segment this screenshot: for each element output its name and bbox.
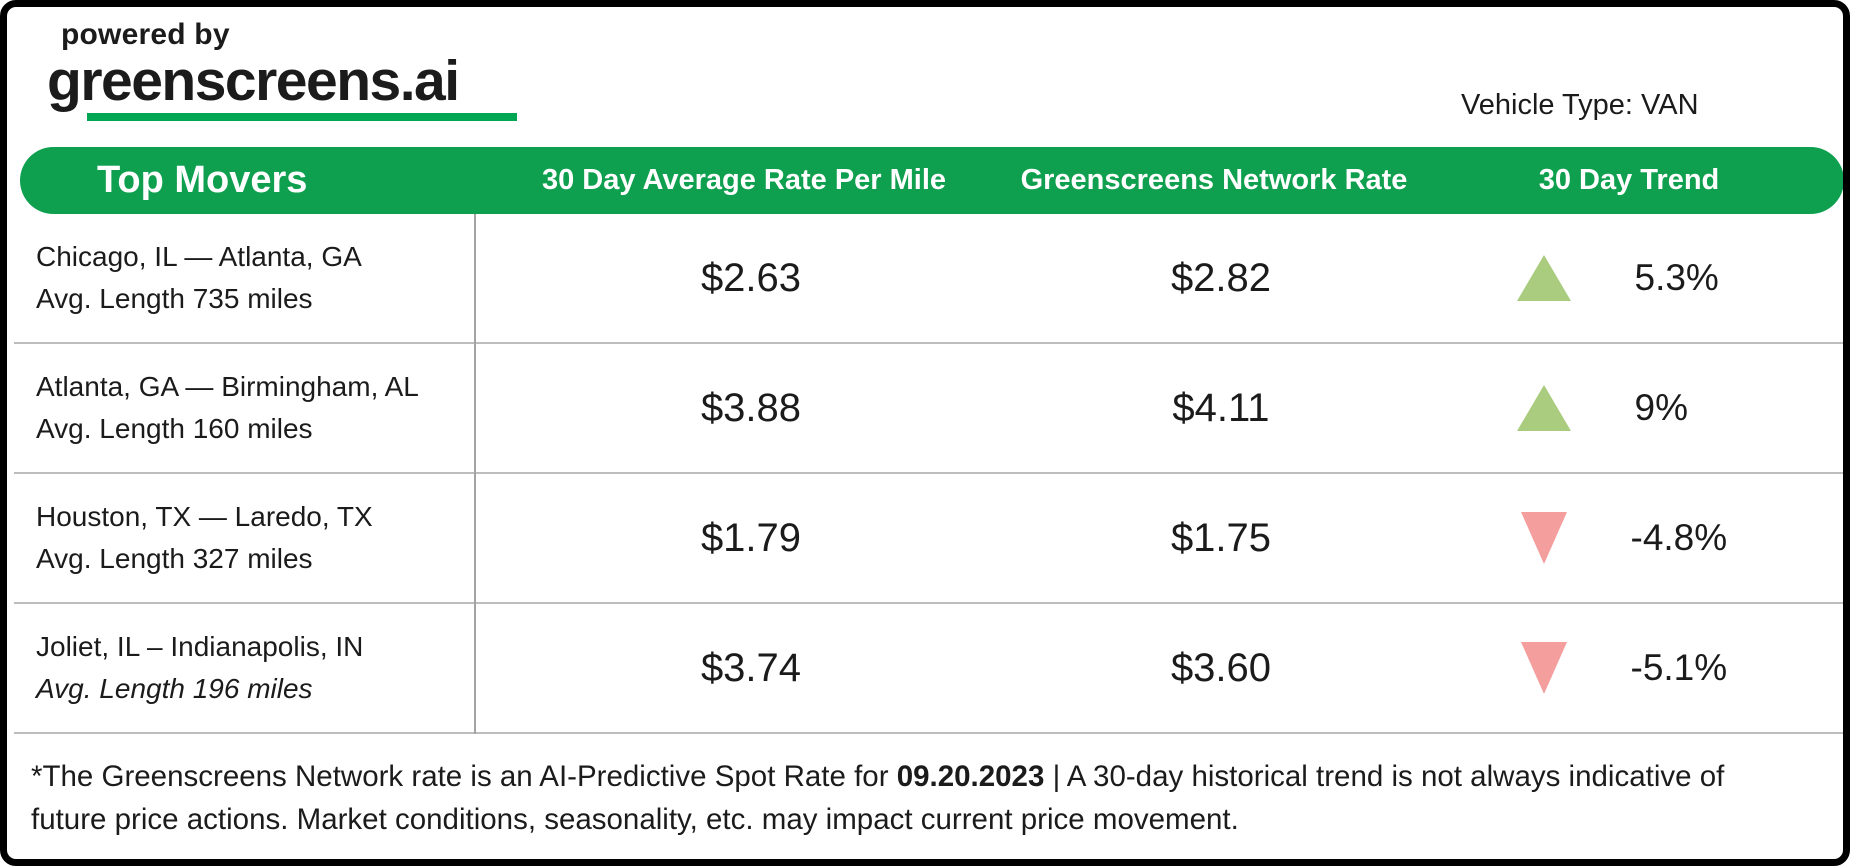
network-rate-value: $4.11: [1172, 385, 1270, 430]
lane-route: Chicago, IL — Atlanta, GA: [36, 241, 362, 272]
trend-cell: -5.1%: [1421, 642, 1843, 694]
lane-length: Avg. Length 735 miles: [36, 283, 313, 314]
logo-underline: [87, 112, 517, 121]
lane-cell: Chicago, IL — Atlanta, GA Avg. Length 73…: [14, 236, 481, 320]
table-row: Joliet, IL – Indianapolis, IN Avg. Lengt…: [14, 604, 1843, 734]
trend-percent: 9%: [1634, 387, 1688, 428]
trend-percent: -4.8%: [1630, 517, 1728, 558]
lane-route: Atlanta, GA — Birmingham, AL: [36, 371, 419, 402]
network-rate-value: $3.60: [1170, 645, 1272, 690]
trend-cell: 5.3%: [1421, 255, 1843, 301]
column-header-network-rate: Greenscreens Network Rate: [1020, 164, 1408, 196]
greenscreens-logo: powered by greenscreens.ai: [47, 19, 517, 121]
lane-cell: Atlanta, GA — Birmingham, AL Avg. Length…: [14, 366, 481, 450]
table-body: Chicago, IL — Atlanta, GA Avg. Length 73…: [7, 214, 1843, 734]
table-row: Chicago, IL — Atlanta, GA Avg. Length 73…: [14, 214, 1843, 344]
trend-up-icon: [1516, 385, 1571, 431]
avg-rate-value: $3.88: [700, 385, 802, 430]
disclaimer-prefix: *The Greenscreens Network rate is an AI-…: [31, 760, 897, 793]
column-header-30-day-trend: 30 Day Trend: [1538, 164, 1720, 196]
lane-cell: Joliet, IL – Indianapolis, IN Avg. Lengt…: [14, 626, 481, 710]
lane-route: Houston, TX — Laredo, TX: [36, 501, 373, 532]
powered-by-text: powered by: [61, 18, 230, 51]
table-row: Houston, TX — Laredo, TX Avg. Length 327…: [14, 474, 1843, 604]
avg-rate-value: $2.63: [700, 255, 802, 300]
disclaimer-suffix: | A 30-day historical trend is not alway…: [31, 760, 1725, 836]
trend-down-icon: [1520, 642, 1567, 694]
lane-route: Joliet, IL – Indianapolis, IN: [36, 631, 364, 662]
column-header-top-movers: Top Movers: [97, 159, 308, 201]
trend-up-icon: [1516, 255, 1571, 301]
network-rate-value: $2.82: [1170, 255, 1272, 300]
lane-length: Avg. Length 160 miles: [36, 413, 313, 444]
table-header: Top Movers 30 Day Average Rate Per Mile …: [20, 147, 1843, 214]
vehicle-type-label: Vehicle Type: VAN: [1461, 89, 1699, 121]
avg-rate-value: $1.79: [700, 515, 802, 560]
trend-cell: 9%: [1421, 385, 1843, 431]
network-rate-value: $1.75: [1170, 515, 1272, 560]
column-header-30-day-average: 30 Day Average Rate Per Mile: [541, 164, 947, 196]
avg-rate-value: $3.74: [700, 645, 802, 690]
disclaimer-text: *The Greenscreens Network rate is an AI-…: [31, 755, 1771, 841]
logo-wordmark: greenscreens.ai: [47, 48, 460, 113]
rate-date: 09.20.2023: [896, 760, 1045, 793]
trend-down-icon: [1520, 512, 1567, 564]
trend-cell: -4.8%: [1421, 512, 1843, 564]
lane-cell: Houston, TX — Laredo, TX Avg. Length 327…: [14, 496, 481, 580]
trend-percent: -5.1%: [1630, 647, 1728, 688]
lane-length: Avg. Length 327 miles: [36, 543, 313, 574]
trend-percent: 5.3%: [1634, 257, 1719, 298]
column-divider: [474, 214, 476, 734]
lane-length: Avg. Length 196 miles: [36, 673, 313, 704]
table-row: Atlanta, GA — Birmingham, AL Avg. Length…: [14, 344, 1843, 474]
